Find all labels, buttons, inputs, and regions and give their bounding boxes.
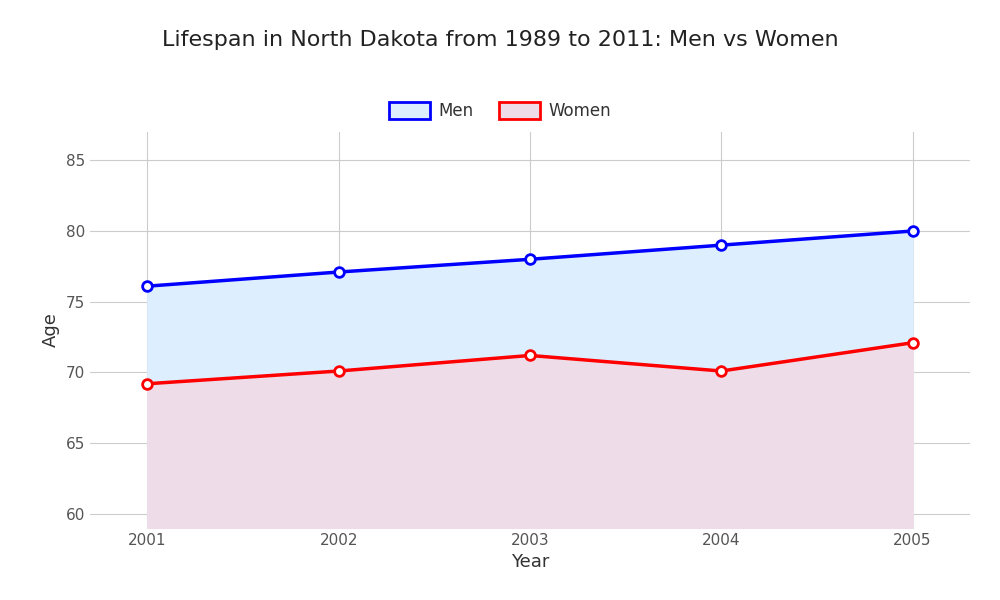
Legend: Men, Women: Men, Women: [382, 95, 618, 127]
X-axis label: Year: Year: [511, 553, 549, 571]
Y-axis label: Age: Age: [42, 313, 60, 347]
Text: Lifespan in North Dakota from 1989 to 2011: Men vs Women: Lifespan in North Dakota from 1989 to 20…: [162, 30, 838, 50]
